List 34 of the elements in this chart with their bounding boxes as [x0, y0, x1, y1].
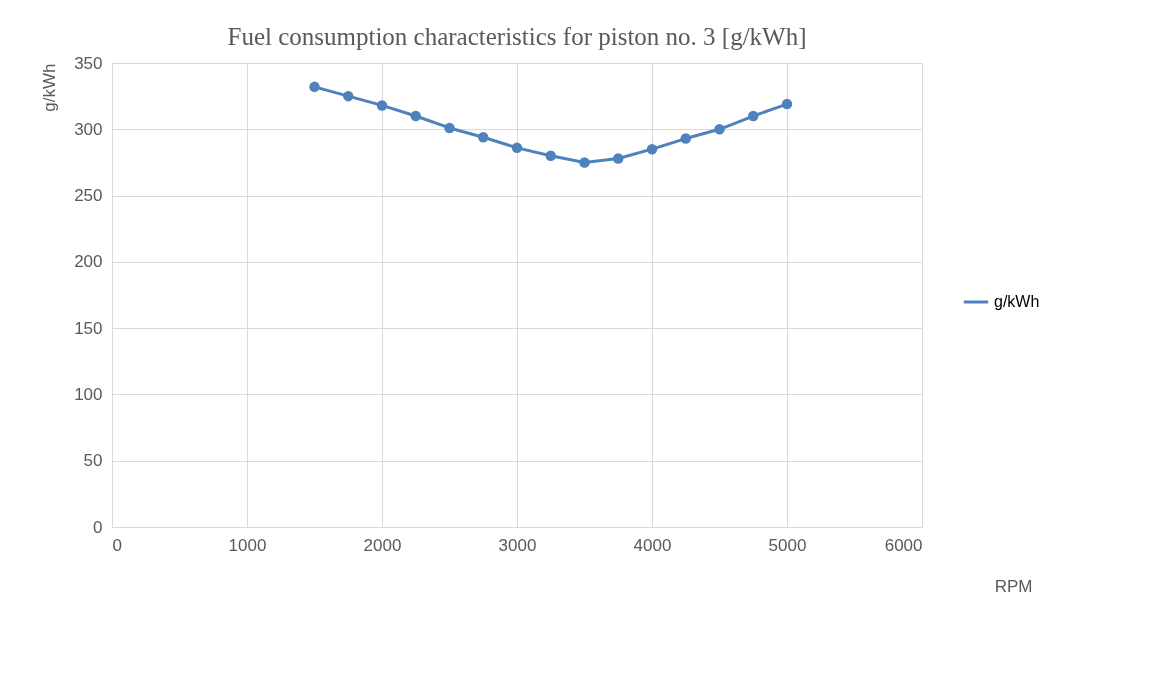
y-tick-label: 350 — [74, 53, 103, 73]
y-tick-label: 300 — [74, 119, 103, 139]
point — [343, 90, 354, 102]
point — [444, 122, 455, 134]
x-tick-label: 5000 — [768, 535, 807, 555]
point — [579, 157, 590, 168]
x-tick-label: 2000 — [363, 535, 402, 555]
point — [714, 124, 725, 135]
x-tick-label: 4000 — [633, 535, 672, 555]
x-tick-label: 0 — [112, 535, 122, 555]
x-axis-title: RPM — [994, 576, 1033, 596]
point — [781, 98, 793, 110]
point — [478, 132, 489, 143]
x-tick-label: 3000 — [498, 535, 537, 555]
point — [646, 143, 658, 155]
x-tick-label: 1000 — [228, 535, 267, 555]
y-tick-label: 100 — [74, 384, 103, 404]
point — [748, 110, 759, 122]
y-tick-label: 150 — [74, 318, 103, 338]
point — [613, 153, 624, 164]
point — [511, 142, 523, 154]
point — [680, 133, 691, 144]
y-axis-title: g/kWh — [40, 63, 60, 112]
y-tick-label: 200 — [74, 252, 103, 272]
point — [309, 81, 320, 93]
y-tick-label: 0 — [93, 517, 103, 537]
chart-title: Fuel consumption characteristics for piston no. 3 [g/kWh] — [227, 23, 807, 50]
y-tick-label: 250 — [74, 186, 103, 206]
point — [545, 150, 556, 162]
legend-label: g/kWh — [994, 293, 1040, 310]
point — [410, 110, 421, 122]
x-tick-label: 6000 — [884, 535, 923, 555]
y-tick-label: 50 — [83, 451, 103, 471]
point — [376, 100, 388, 111]
